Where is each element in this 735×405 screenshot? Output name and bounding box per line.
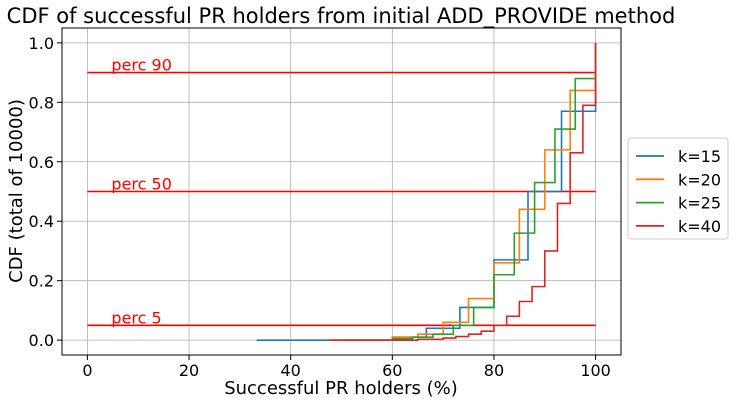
chart-title: CDF of successful PR holders from initia… bbox=[7, 4, 676, 29]
legend: k=15 k=20 k=25 k=40 bbox=[627, 137, 729, 240]
x-tick-label: 100 bbox=[580, 361, 611, 380]
x-tick-label: 60 bbox=[382, 361, 402, 380]
y-tick-label: 0.6 bbox=[29, 153, 54, 172]
x-tick-label: 80 bbox=[484, 361, 504, 380]
legend-label: k=40 bbox=[678, 217, 721, 236]
x-tick-label: 20 bbox=[179, 361, 199, 380]
axis-ticks: 0 20 40 60 80 100 0.0 0.2 0.4 0.6 0.8 1.0 bbox=[29, 34, 611, 380]
y-tick-label: 0.0 bbox=[29, 331, 54, 350]
reference-lines: perc 90 perc 50 perc 5 bbox=[87, 56, 596, 327]
reference-line-label: perc 5 bbox=[111, 308, 161, 327]
reference-line-label: perc 50 bbox=[111, 175, 171, 194]
legend-label: k=20 bbox=[678, 170, 721, 189]
y-tick-label: 0.2 bbox=[29, 272, 54, 291]
legend-label: k=15 bbox=[678, 147, 721, 166]
x-axis-label: Successful PR holders (%) bbox=[224, 378, 458, 399]
series-line bbox=[328, 42, 597, 341]
data-series bbox=[256, 42, 597, 341]
x-tick-label: 40 bbox=[281, 361, 301, 380]
y-tick-label: 1.0 bbox=[29, 34, 54, 53]
y-axis-label: CDF (total of 10000) bbox=[6, 99, 27, 283]
legend-box bbox=[627, 137, 729, 240]
y-tick-label: 0.4 bbox=[29, 212, 54, 231]
plot-frame bbox=[61, 27, 622, 356]
x-tick-label: 0 bbox=[82, 361, 92, 380]
series-line bbox=[331, 42, 597, 341]
reference-line-label: perc 90 bbox=[111, 56, 171, 75]
legend-label: k=25 bbox=[678, 194, 721, 213]
y-tick-label: 0.8 bbox=[29, 93, 54, 112]
